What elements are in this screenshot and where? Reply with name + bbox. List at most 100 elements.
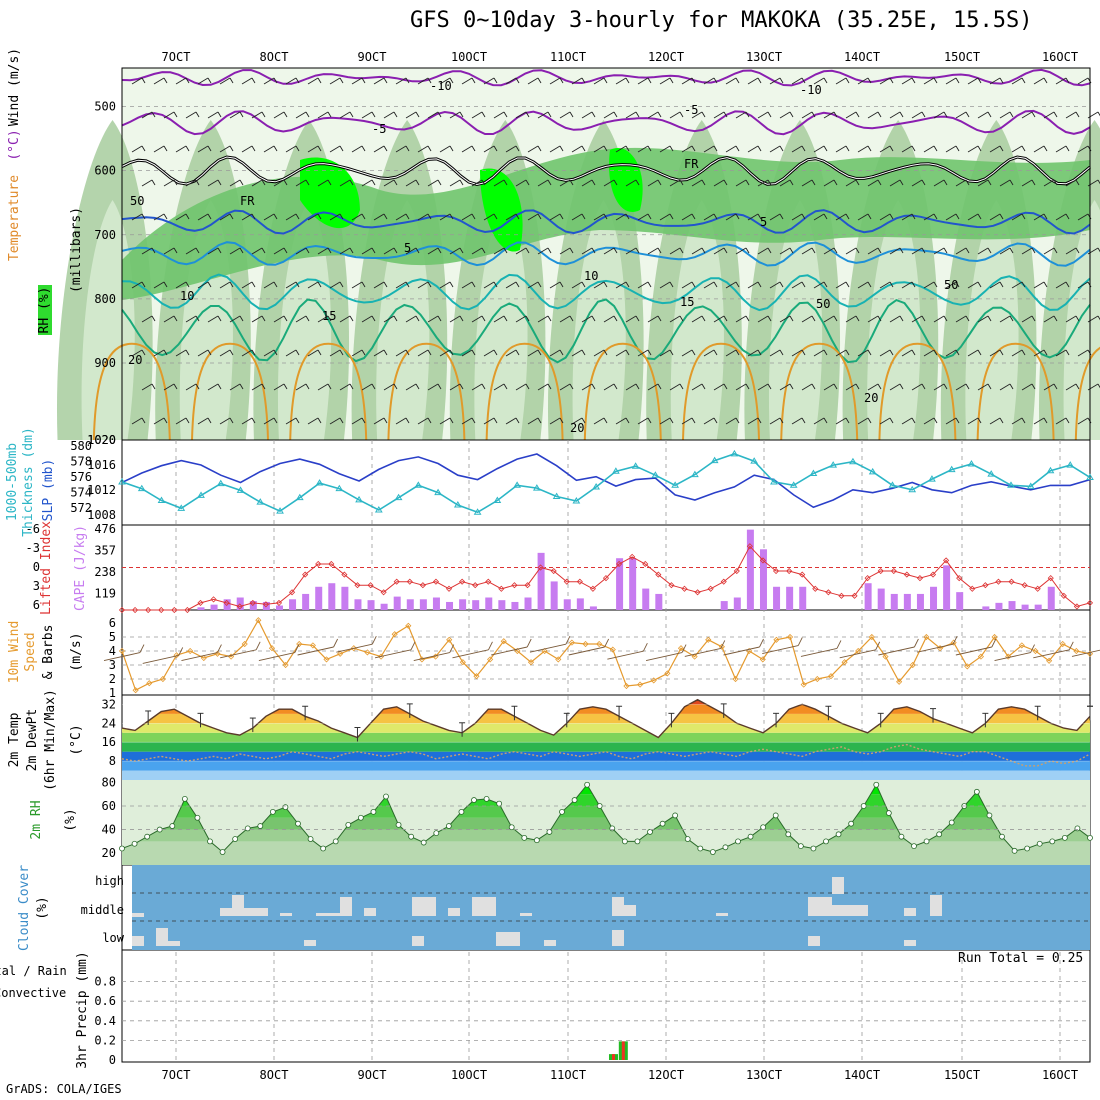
wind-barb-flag bbox=[1043, 145, 1048, 152]
wind-barb bbox=[307, 417, 319, 425]
li-point bbox=[746, 543, 753, 550]
wind-barb bbox=[241, 281, 253, 289]
wind-barb-flag bbox=[1021, 77, 1026, 84]
wind-barb bbox=[329, 213, 341, 221]
wind-barb-flag bbox=[217, 383, 222, 390]
wind-barb-flag bbox=[437, 111, 442, 118]
wind-barb bbox=[725, 349, 737, 357]
wind-speed-point bbox=[282, 661, 289, 669]
wind-barb-flag bbox=[283, 111, 288, 118]
wind-barb bbox=[757, 179, 769, 187]
wind-barb bbox=[901, 417, 913, 425]
wind-barb-flag bbox=[955, 213, 960, 220]
wind-barb-flag bbox=[305, 179, 310, 186]
wind-barb-flag bbox=[845, 77, 850, 84]
wind-barb-flag bbox=[251, 349, 256, 356]
temperature-contours bbox=[92, 68, 1100, 441]
wind-barb-flag bbox=[339, 145, 344, 152]
cloud-box bbox=[168, 941, 180, 946]
wind-barb-flag bbox=[537, 213, 542, 220]
wind-barb bbox=[361, 315, 373, 323]
rh2m-point bbox=[282, 804, 289, 811]
contour-25 bbox=[92, 342, 171, 441]
li-point bbox=[249, 599, 256, 606]
wind-barb bbox=[263, 77, 275, 85]
wind-barb bbox=[681, 77, 693, 85]
wind-barb bbox=[1055, 281, 1067, 289]
wind-barb bbox=[703, 77, 715, 85]
wind-barb bbox=[251, 179, 263, 187]
wind-barb-flag bbox=[845, 213, 850, 220]
rh2m-point bbox=[571, 797, 578, 803]
wind-barb-flag bbox=[867, 281, 872, 288]
cloud-box bbox=[244, 908, 268, 916]
wind-tick: 4 bbox=[109, 644, 116, 658]
cloud-box bbox=[832, 905, 868, 916]
contour-label: 15 bbox=[680, 295, 694, 309]
wind-barb-flag bbox=[845, 349, 850, 356]
wind-barb bbox=[659, 281, 671, 289]
wind-barb-flag bbox=[515, 349, 520, 356]
wind-barb-flag bbox=[943, 111, 948, 118]
wind-barb bbox=[339, 111, 351, 119]
rh2m-point bbox=[885, 810, 892, 816]
wind-barb bbox=[879, 77, 891, 85]
wind-barb-flag bbox=[207, 417, 212, 424]
wind-barb bbox=[901, 349, 913, 357]
wind-barb bbox=[417, 349, 429, 357]
wind-barb bbox=[791, 145, 803, 153]
wind-barb bbox=[735, 111, 747, 119]
li-point bbox=[916, 575, 924, 582]
wind-barb-flag bbox=[449, 213, 454, 220]
rh2m-point bbox=[898, 833, 905, 840]
li-point bbox=[890, 567, 897, 575]
li-point bbox=[406, 578, 413, 585]
wind-barb bbox=[273, 383, 285, 391]
wind-barb bbox=[703, 281, 715, 289]
wind-barb-flag bbox=[603, 213, 608, 220]
wind-barb-flag bbox=[713, 417, 718, 424]
wind-barb bbox=[373, 213, 385, 221]
wind-barb bbox=[889, 179, 901, 187]
rh2m-point bbox=[1061, 834, 1068, 841]
wind-barb bbox=[713, 179, 725, 187]
wind-barb-flag bbox=[647, 145, 652, 152]
wind-barb bbox=[603, 111, 615, 119]
date-label-bottom: 10OCT bbox=[451, 1068, 487, 1082]
cape-bar bbox=[956, 592, 964, 610]
pressure-tick: 900 bbox=[94, 356, 116, 370]
wind-barb-flag bbox=[999, 349, 1004, 356]
wind-barb-flag bbox=[493, 213, 498, 220]
wind-barb-flag bbox=[195, 315, 200, 322]
wind-barb bbox=[251, 111, 263, 119]
wind-barb-flag bbox=[327, 315, 332, 322]
wind-speed-point bbox=[950, 639, 957, 646]
slp-point bbox=[256, 498, 265, 505]
wind-barb bbox=[615, 145, 627, 153]
cape-bar bbox=[890, 593, 898, 610]
pressure-tick: 1020 bbox=[87, 433, 116, 447]
cloud-level-label: middle bbox=[81, 903, 124, 917]
wind-speed-point bbox=[514, 647, 521, 655]
wind-barb-flag bbox=[1021, 417, 1026, 424]
li-point bbox=[956, 575, 963, 582]
li-point bbox=[642, 560, 649, 568]
wind-barb-flag bbox=[701, 179, 706, 186]
surface-wind-barb bbox=[839, 649, 876, 659]
cape-bar bbox=[877, 588, 885, 610]
date-label-bottom: 8OCT bbox=[260, 1068, 289, 1082]
wind-barb-flag bbox=[767, 383, 772, 390]
wind-speed-point bbox=[255, 617, 262, 624]
wind-barb bbox=[845, 179, 857, 187]
temp-ylabel-1: 2m Temp bbox=[7, 712, 22, 767]
slp-point bbox=[394, 493, 403, 501]
wind-barb-flag bbox=[965, 383, 970, 390]
wind-barb-flag bbox=[217, 179, 222, 186]
wind-barb bbox=[857, 417, 869, 425]
wind-barb-flag bbox=[525, 111, 530, 118]
cape-bar bbox=[367, 600, 375, 610]
wind-barb bbox=[867, 111, 879, 119]
wind-barb bbox=[471, 179, 483, 187]
wind-barb bbox=[603, 383, 615, 391]
wind-units: (m/s) bbox=[69, 632, 84, 671]
